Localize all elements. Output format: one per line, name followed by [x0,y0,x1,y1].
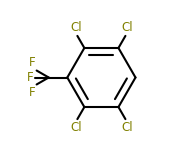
Text: Cl: Cl [121,121,133,134]
Text: F: F [29,86,36,99]
Text: Cl: Cl [70,21,82,34]
Text: Cl: Cl [70,121,82,134]
Text: F: F [27,71,33,84]
Text: F: F [29,56,36,69]
Text: Cl: Cl [121,21,133,34]
